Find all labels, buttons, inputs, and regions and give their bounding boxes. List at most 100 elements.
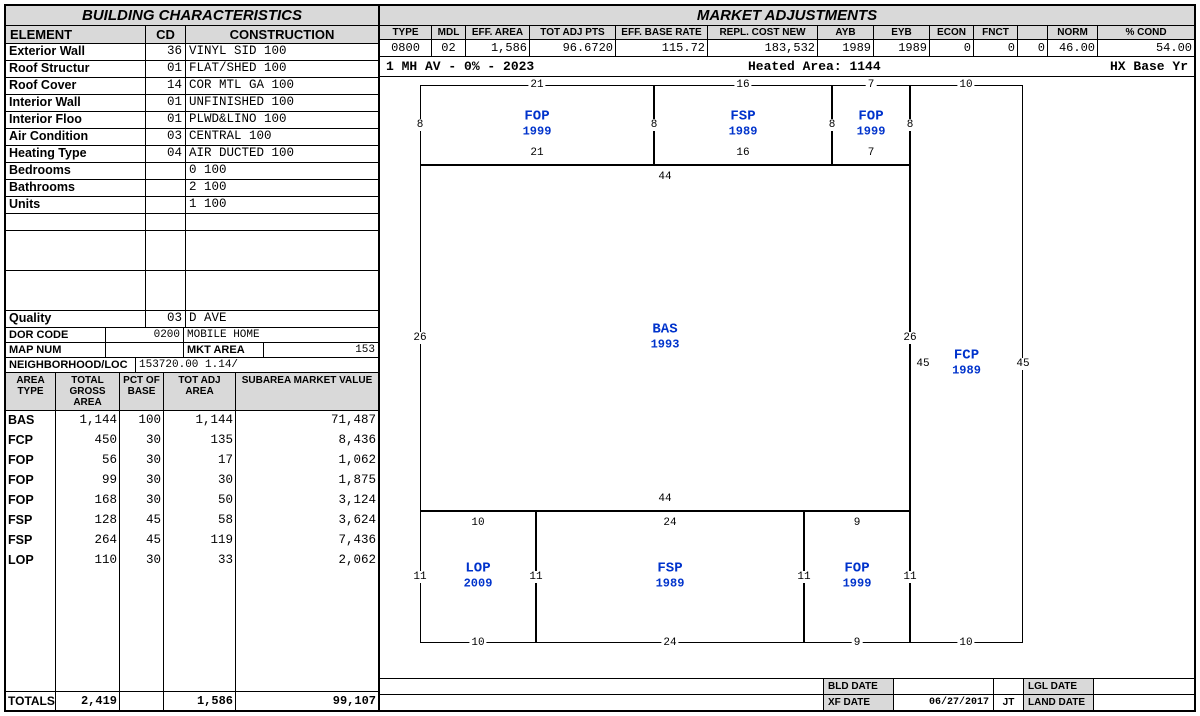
- bc-cd: 04: [146, 146, 186, 162]
- room-label: FOP1999: [843, 562, 872, 593]
- table-row: Exterior Wall36VINYL SID 100: [6, 44, 378, 61]
- dimension-label: 8: [649, 119, 660, 131]
- table-row: BAS1,1441001,14471,487: [6, 411, 378, 431]
- quality-label: Quality: [6, 311, 146, 327]
- dimension-label: 10: [957, 79, 974, 91]
- bc-element: Bedrooms: [6, 163, 146, 179]
- room-label: FCP1989: [952, 349, 981, 380]
- ma-header: TYPEMDL EFF. AREATOT ADJ PTS EFF. BASE R…: [380, 26, 1194, 40]
- bc-element: Units: [6, 197, 146, 213]
- hdr-construction: CONSTRUCTION: [186, 26, 378, 43]
- table-row: FSP12845583,624: [6, 511, 378, 531]
- ma-title: MARKET ADJUSTMENTS: [380, 6, 1194, 26]
- dor-val: MOBILE HOME: [184, 328, 378, 342]
- bc-construction: PLWD&LINO 100: [186, 112, 378, 128]
- bc-element: Heating Type: [6, 146, 146, 162]
- map-row: MAP NUM MKT AREA 153: [6, 343, 378, 358]
- dimension-label: 24: [661, 637, 678, 649]
- table-row: FOP5630171,062: [6, 451, 378, 471]
- table-row: FOP16830503,124: [6, 491, 378, 511]
- bc-element: Roof Cover: [6, 78, 146, 94]
- dimension-label: 26: [901, 332, 918, 344]
- table-row: FSP264451197,436: [6, 531, 378, 551]
- info-right: HX Base Yr: [1110, 59, 1188, 74]
- room-label: FOP1999: [857, 110, 886, 141]
- dimension-label: 9: [852, 637, 863, 649]
- bc-element: Bathrooms: [6, 180, 146, 196]
- bc-header: ELEMENT CD CONSTRUCTION: [6, 26, 378, 44]
- jt-label: JT: [994, 695, 1024, 710]
- dimension-label: 8: [415, 119, 426, 131]
- dimension-label: 10: [469, 517, 486, 529]
- bc-element: Air Condition: [6, 129, 146, 145]
- dimension-label: 8: [827, 119, 838, 131]
- dor-cd: 0200: [106, 328, 184, 342]
- dimension-label: 8: [905, 119, 916, 131]
- room-label: BAS1993: [651, 323, 680, 354]
- table-row: Heating Type04AIR DUCTED 100: [6, 146, 378, 163]
- bc-cd: 14: [146, 78, 186, 94]
- xf-date-val: 06/27/2017: [894, 695, 994, 710]
- bc-construction: VINYL SID 100: [186, 44, 378, 60]
- bc-construction: 1 100: [186, 197, 378, 213]
- bc-cd: 01: [146, 61, 186, 77]
- dimension-label: 11: [411, 571, 428, 583]
- room-label: FOP1999: [523, 110, 552, 141]
- table-row: Air Condition03CENTRAL 100: [6, 129, 378, 146]
- room-label: FSP1989: [729, 110, 758, 141]
- bc-construction: 0 100: [186, 163, 378, 179]
- dimension-label: 45: [914, 358, 931, 370]
- quality-val: D AVE: [186, 311, 378, 327]
- room-label: LOP2009: [464, 562, 493, 593]
- bc-title: BUILDING CHARACTERISTICS: [6, 6, 378, 26]
- bc-element: Roof Structur: [6, 61, 146, 77]
- dimension-label: 11: [527, 571, 544, 583]
- bc-construction: 2 100: [186, 180, 378, 196]
- dimension-label: 10: [469, 637, 486, 649]
- bc-cd: 01: [146, 95, 186, 111]
- xf-date-label: XF DATE: [824, 695, 894, 710]
- dimension-label: 9: [852, 517, 863, 529]
- area-totals: TOTALS 2,419 1,586 99,107: [6, 691, 378, 710]
- nbhd-row: NEIGHBORHOOD/LOC 153720.00 1.14/: [6, 358, 378, 373]
- table-row: FOP9930301,875: [6, 471, 378, 491]
- left-panel: BUILDING CHARACTERISTICS ELEMENT CD CONS…: [6, 6, 380, 710]
- room-label: FSP1989: [656, 562, 685, 593]
- table-row: Roof Cover14COR MTL GA 100: [6, 78, 378, 95]
- nbhd-label: NEIGHBORHOOD/LOC: [6, 358, 136, 372]
- table-row: Interior Wall01UNFINISHED 100: [6, 95, 378, 112]
- bc-construction: FLAT/SHED 100: [186, 61, 378, 77]
- dimension-label: 45: [1014, 358, 1031, 370]
- table-row: FCP450301358,436: [6, 431, 378, 451]
- table-row: Units 1 100: [6, 197, 378, 214]
- property-card: BUILDING CHARACTERISTICS ELEMENT CD CONS…: [4, 4, 1196, 712]
- map-label: MAP NUM: [6, 343, 106, 357]
- bc-element: Exterior Wall: [6, 44, 146, 60]
- table-row: Bathrooms 2 100: [6, 180, 378, 197]
- sketch-area: FOP1999 FSP1989 FOP1999 BAS1993 FCP1989 LOP20…: [380, 77, 1194, 678]
- dimension-label: 21: [528, 79, 545, 91]
- table-row: Interior Floo01PLWD&LINO 100: [6, 112, 378, 129]
- bc-cd: [146, 163, 186, 179]
- bc-cd: 36: [146, 44, 186, 60]
- heated-label: Heated Area:: [748, 59, 842, 74]
- dimension-label: 7: [866, 79, 877, 91]
- dimension-label: 24: [661, 517, 678, 529]
- dimension-label: 7: [866, 147, 877, 159]
- footer-row: BLD DATE LGL DATE: [380, 678, 1194, 694]
- bld-date-label: BLD DATE: [824, 679, 894, 694]
- bc-construction: UNFINISHED 100: [186, 95, 378, 111]
- bc-cd: [146, 197, 186, 213]
- heated-val: 1144: [849, 59, 880, 74]
- mkt-label: MKT AREA: [184, 343, 264, 357]
- bc-element: Interior Floo: [6, 112, 146, 128]
- info-left: 1 MH AV - 0% - 2023: [386, 59, 748, 74]
- table-row: LOP11030332,062: [6, 551, 378, 571]
- hdr-cd: CD: [146, 26, 186, 43]
- table-row: Roof Structur01FLAT/SHED 100: [6, 61, 378, 78]
- bc-element: Interior Wall: [6, 95, 146, 111]
- dimension-label: 44: [656, 171, 673, 183]
- right-panel: MARKET ADJUSTMENTS TYPEMDL EFF. AREATOT …: [380, 6, 1194, 710]
- hdr-element: ELEMENT: [6, 26, 146, 43]
- footer-row-2: XF DATE 06/27/2017 JT LAND DATE: [380, 694, 1194, 710]
